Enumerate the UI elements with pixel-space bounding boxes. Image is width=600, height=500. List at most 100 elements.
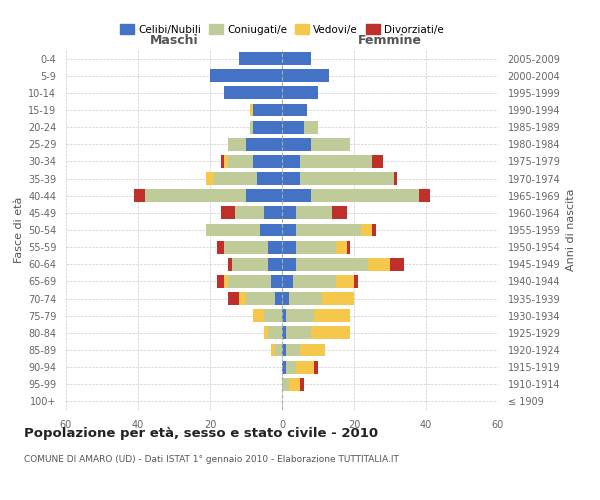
Bar (296, 206, 332, 220)
Bar (268, 258, 282, 270)
Bar (268, 240, 282, 254)
Bar (394, 172, 397, 185)
Bar (210, 70, 282, 82)
Bar (275, 344, 282, 356)
Bar (296, 224, 361, 236)
Bar (282, 360, 286, 374)
Bar (282, 104, 307, 117)
Bar (372, 224, 376, 236)
Bar (282, 224, 296, 236)
Bar (300, 344, 325, 356)
Bar (336, 240, 347, 254)
Bar (260, 224, 282, 236)
Bar (250, 104, 253, 117)
Bar (282, 138, 311, 150)
Bar (264, 310, 282, 322)
Bar (300, 172, 394, 185)
Bar (275, 292, 282, 305)
Legend: Celibi/Nubili, Coniugati/e, Vedovi/e, Divorziati/e: Celibi/Nubili, Coniugati/e, Vedovi/e, Di… (116, 20, 448, 39)
Bar (145, 190, 246, 202)
Bar (206, 172, 214, 185)
Bar (224, 86, 282, 100)
Bar (253, 155, 282, 168)
Bar (232, 258, 268, 270)
Bar (419, 190, 430, 202)
Bar (268, 326, 282, 340)
Bar (253, 310, 264, 322)
Bar (239, 292, 246, 305)
Bar (289, 378, 300, 390)
Bar (217, 240, 224, 254)
Bar (304, 120, 318, 134)
Bar (282, 292, 289, 305)
Bar (289, 292, 322, 305)
Bar (390, 258, 404, 270)
Bar (368, 258, 390, 270)
Bar (286, 360, 296, 374)
Text: Femmine: Femmine (358, 34, 422, 46)
Bar (271, 344, 275, 356)
Bar (239, 52, 282, 65)
Bar (257, 172, 282, 185)
Bar (214, 172, 257, 185)
Bar (282, 155, 300, 168)
Bar (322, 292, 354, 305)
Bar (314, 310, 350, 322)
Bar (282, 240, 296, 254)
Bar (235, 206, 264, 220)
Bar (246, 190, 282, 202)
Bar (296, 240, 336, 254)
Bar (296, 360, 314, 374)
Bar (228, 155, 253, 168)
Bar (282, 275, 293, 288)
Text: Popolazione per età, sesso e stato civile - 2010: Popolazione per età, sesso e stato civil… (24, 428, 378, 440)
Y-axis label: Anni di nascita: Anni di nascita (566, 188, 576, 271)
Bar (228, 275, 271, 288)
Bar (224, 275, 228, 288)
Bar (314, 360, 318, 374)
Bar (282, 190, 311, 202)
Bar (300, 155, 372, 168)
Bar (354, 275, 358, 288)
Bar (361, 224, 372, 236)
Bar (221, 206, 235, 220)
Bar (311, 190, 419, 202)
Bar (293, 275, 336, 288)
Bar (253, 120, 282, 134)
Bar (311, 326, 350, 340)
Bar (282, 326, 286, 340)
Bar (282, 172, 300, 185)
Bar (282, 206, 296, 220)
Bar (286, 344, 300, 356)
Bar (372, 155, 383, 168)
Bar (282, 52, 311, 65)
Bar (282, 70, 329, 82)
Bar (253, 104, 282, 117)
Bar (282, 258, 296, 270)
Bar (246, 138, 282, 150)
Bar (282, 310, 286, 322)
Bar (347, 240, 350, 254)
Bar (217, 275, 224, 288)
Bar (282, 120, 304, 134)
Bar (271, 275, 282, 288)
Bar (286, 326, 311, 340)
Bar (296, 258, 368, 270)
Bar (336, 275, 354, 288)
Bar (282, 344, 286, 356)
Bar (228, 292, 239, 305)
Bar (311, 138, 350, 150)
Bar (221, 155, 224, 168)
Bar (224, 155, 228, 168)
Bar (282, 378, 289, 390)
Bar (282, 86, 318, 100)
Bar (246, 292, 275, 305)
Bar (300, 378, 304, 390)
Bar (264, 326, 268, 340)
Bar (286, 310, 314, 322)
Bar (250, 120, 253, 134)
Bar (332, 206, 347, 220)
Bar (134, 190, 145, 202)
Bar (264, 206, 282, 220)
Bar (224, 240, 268, 254)
